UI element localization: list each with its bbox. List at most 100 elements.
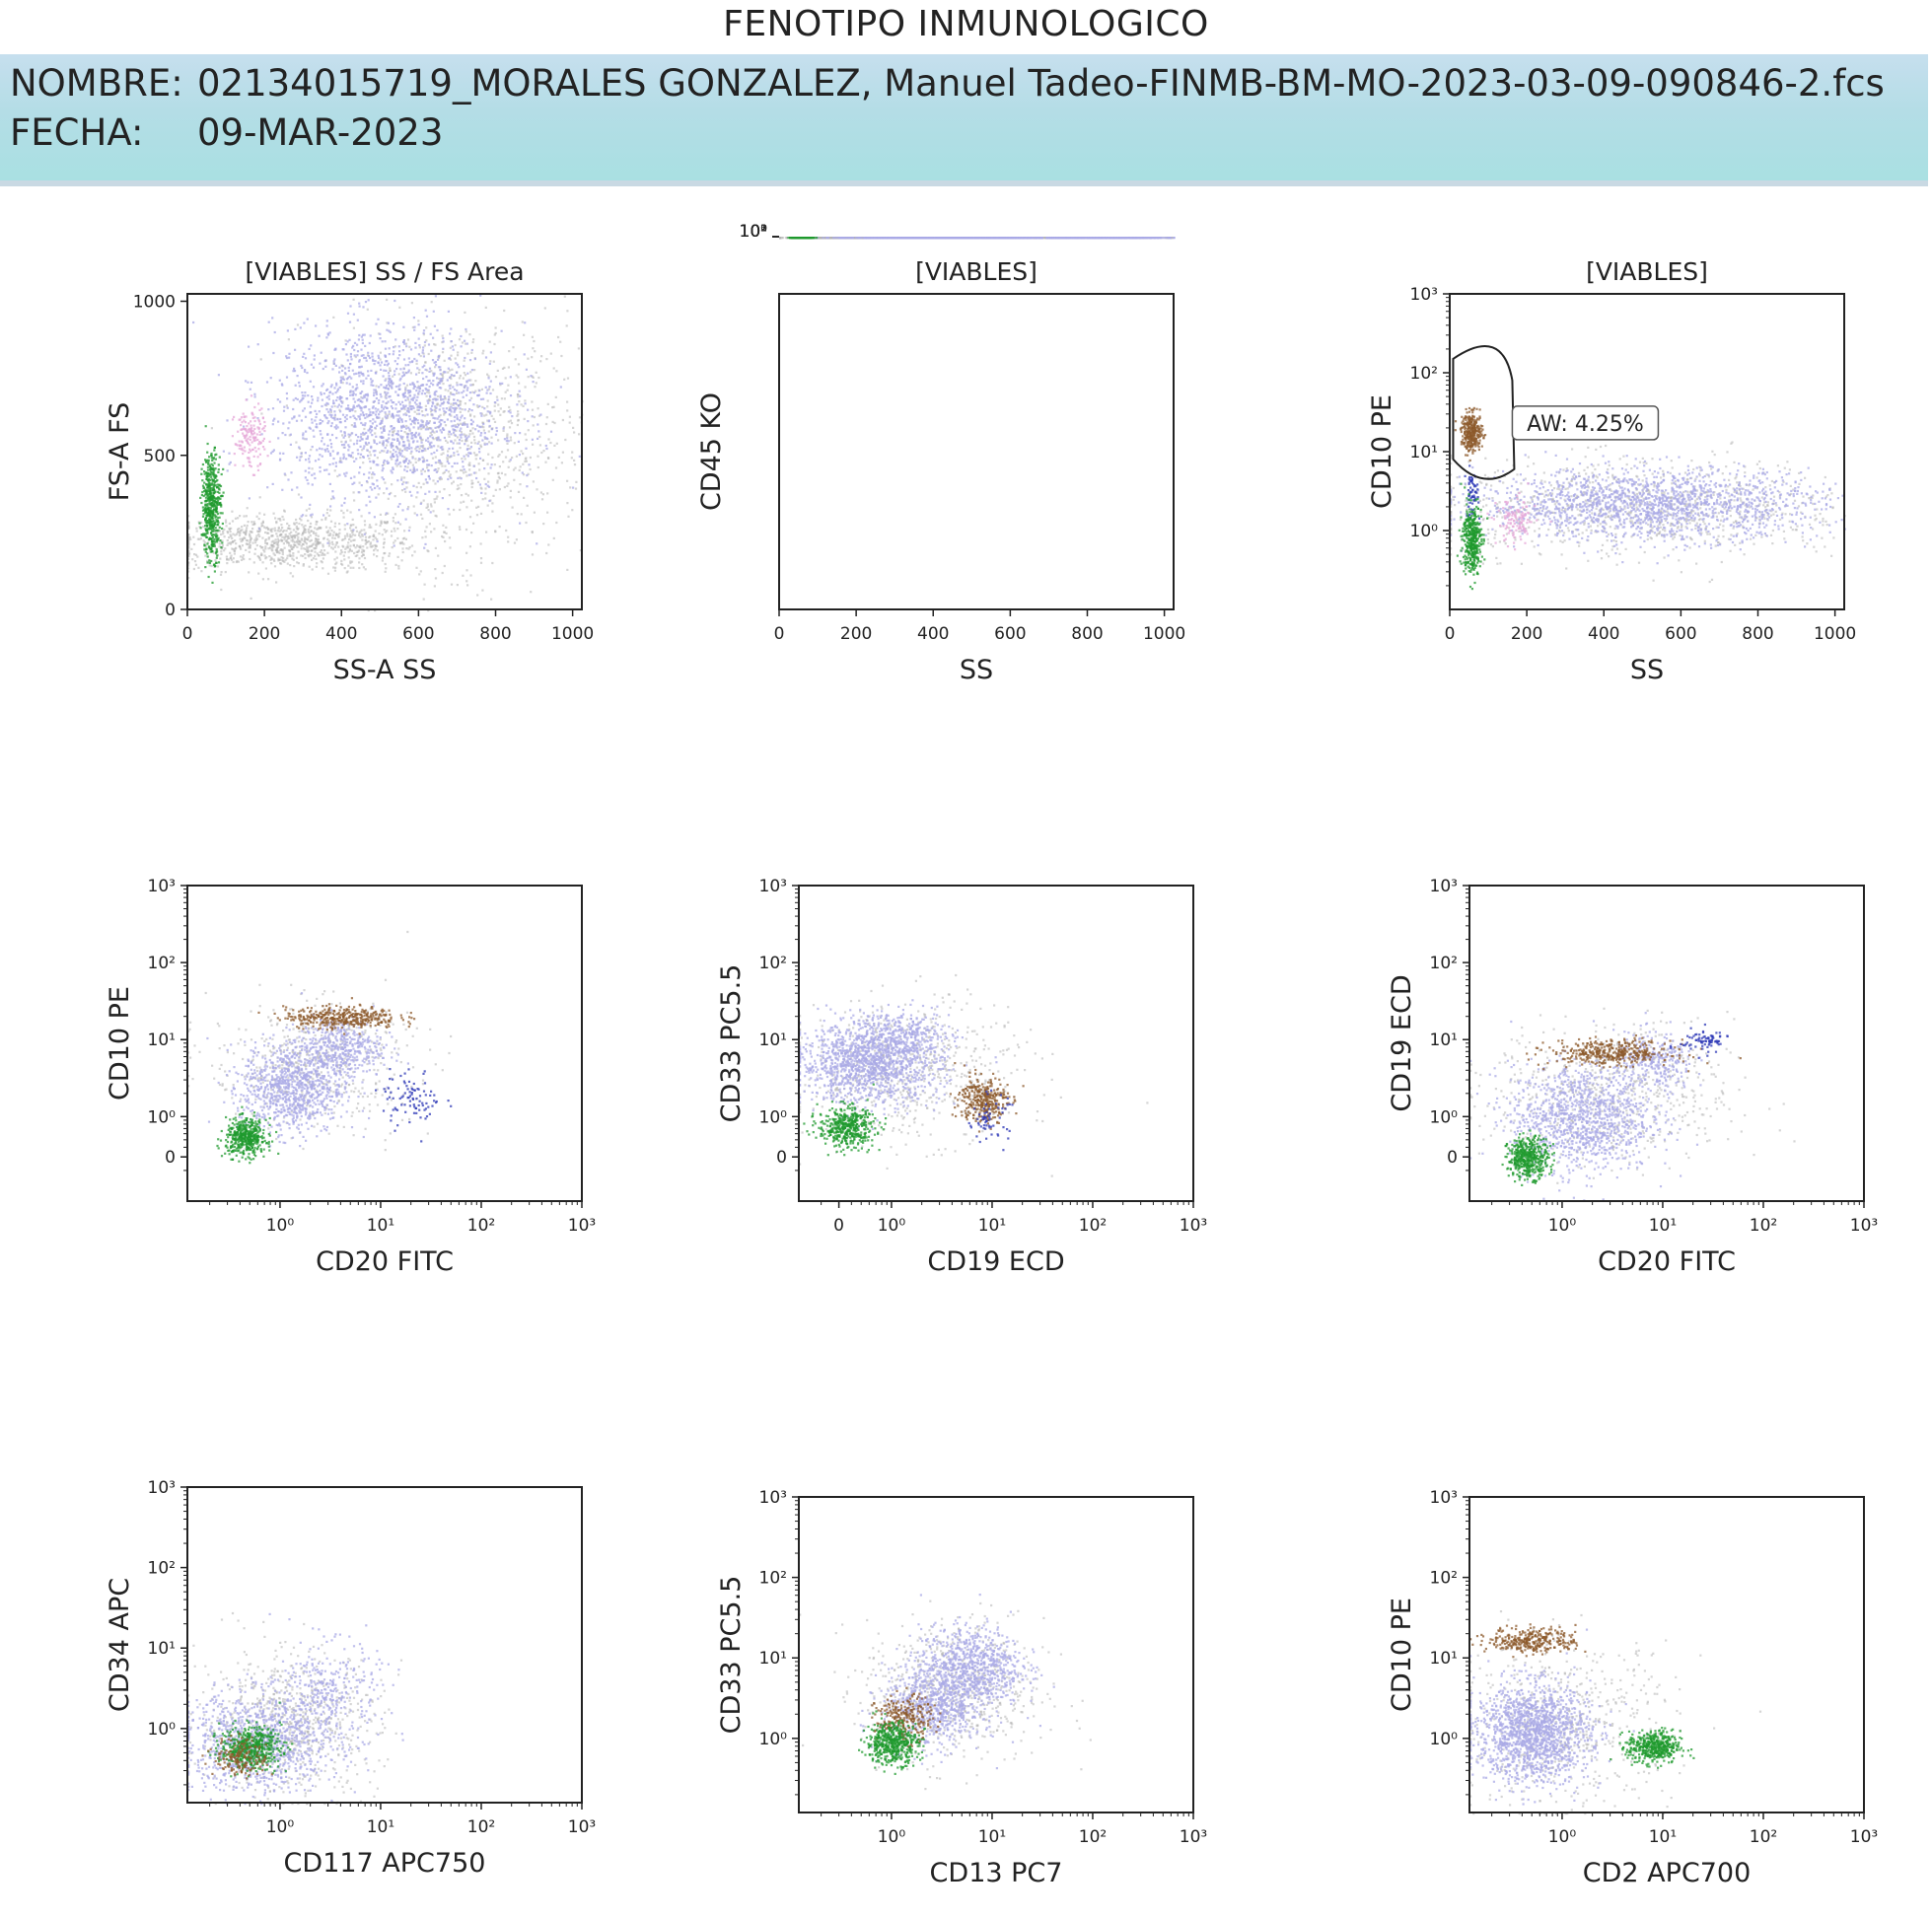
data-point bbox=[247, 539, 250, 542]
data-point bbox=[383, 542, 386, 545]
data-point bbox=[204, 509, 207, 513]
data-point bbox=[207, 507, 210, 510]
data-point bbox=[495, 426, 498, 430]
data-point bbox=[531, 531, 534, 533]
data-point bbox=[462, 377, 465, 380]
data-point bbox=[270, 534, 273, 537]
data-point bbox=[431, 413, 434, 416]
data-point bbox=[306, 318, 309, 320]
data-point bbox=[319, 541, 322, 544]
data-point bbox=[439, 422, 443, 426]
data-point bbox=[338, 397, 341, 400]
data-point bbox=[210, 524, 214, 527]
data-point bbox=[373, 440, 376, 443]
data-point bbox=[289, 433, 292, 436]
data-point bbox=[200, 467, 203, 470]
data-point bbox=[446, 418, 449, 421]
data-point bbox=[352, 524, 355, 527]
data-point bbox=[219, 484, 223, 488]
data-point bbox=[336, 405, 339, 408]
data-point bbox=[394, 360, 396, 363]
data-point bbox=[439, 366, 442, 369]
data-point bbox=[439, 478, 442, 481]
data-point bbox=[253, 395, 256, 398]
data-point bbox=[396, 521, 399, 524]
data-point bbox=[465, 380, 468, 383]
plot-cd45-vs-ss: 0 200 400 600 800 100010⁰10¹10²10³[VIABLES]SS… bbox=[696, 222, 1185, 685]
data-point bbox=[249, 463, 251, 467]
data-point bbox=[329, 415, 333, 418]
data-point bbox=[496, 369, 499, 372]
data-point bbox=[252, 521, 255, 524]
data-point bbox=[438, 408, 441, 411]
data-point bbox=[289, 443, 292, 446]
data-point bbox=[217, 470, 220, 473]
data-point bbox=[253, 432, 256, 435]
data-point bbox=[246, 439, 249, 443]
data-point bbox=[422, 355, 425, 358]
data-point bbox=[429, 511, 432, 514]
data-point bbox=[346, 509, 349, 512]
data-point bbox=[306, 537, 309, 540]
data-point bbox=[463, 390, 465, 392]
data-point bbox=[233, 415, 236, 418]
data-point bbox=[557, 456, 560, 459]
x-tick-label: 1000 bbox=[551, 624, 594, 644]
data-point bbox=[437, 394, 440, 398]
data-point bbox=[352, 414, 355, 417]
data-point bbox=[211, 464, 214, 467]
data-point bbox=[479, 557, 483, 560]
data-point bbox=[209, 473, 212, 476]
data-point bbox=[361, 538, 364, 541]
data-point bbox=[372, 411, 375, 414]
data-point bbox=[341, 413, 345, 416]
data-point bbox=[349, 391, 352, 393]
data-point bbox=[566, 310, 569, 313]
data-point bbox=[304, 394, 307, 397]
data-point bbox=[407, 410, 410, 413]
data-point bbox=[471, 391, 474, 393]
data-point bbox=[210, 494, 213, 497]
data-point bbox=[393, 350, 395, 353]
data-point bbox=[312, 542, 315, 545]
data-point bbox=[213, 491, 216, 494]
data-point bbox=[427, 389, 430, 391]
data-point bbox=[354, 388, 358, 391]
data-point bbox=[385, 360, 388, 363]
data-point bbox=[213, 530, 216, 533]
data-point bbox=[454, 343, 457, 347]
data-point bbox=[213, 537, 216, 540]
data-point bbox=[384, 355, 387, 358]
data-point bbox=[353, 341, 357, 344]
data-point bbox=[441, 378, 444, 381]
data-point bbox=[299, 539, 302, 542]
data-point bbox=[333, 525, 336, 528]
data-point bbox=[397, 564, 400, 568]
data-point bbox=[208, 512, 211, 515]
data-point bbox=[504, 377, 507, 380]
data-point bbox=[451, 345, 454, 348]
data-point bbox=[425, 315, 429, 318]
data-point bbox=[311, 395, 314, 398]
data-point bbox=[362, 566, 365, 569]
data-point bbox=[413, 435, 416, 438]
data-point bbox=[480, 491, 483, 494]
data-point bbox=[425, 526, 428, 529]
data-point bbox=[559, 340, 562, 343]
data-point bbox=[209, 503, 212, 506]
data-point bbox=[188, 536, 191, 539]
data-point bbox=[380, 368, 383, 371]
data-point bbox=[351, 393, 354, 396]
data-point bbox=[459, 419, 462, 422]
data-point bbox=[240, 416, 244, 419]
data-point bbox=[364, 301, 368, 304]
data-point bbox=[382, 467, 385, 470]
data-point bbox=[332, 360, 335, 363]
data-point bbox=[220, 588, 223, 592]
data-point bbox=[309, 544, 312, 547]
data-point bbox=[411, 325, 414, 329]
data-point bbox=[212, 528, 215, 531]
data-point bbox=[405, 424, 408, 428]
data-point bbox=[402, 367, 405, 371]
data-point bbox=[572, 486, 575, 489]
